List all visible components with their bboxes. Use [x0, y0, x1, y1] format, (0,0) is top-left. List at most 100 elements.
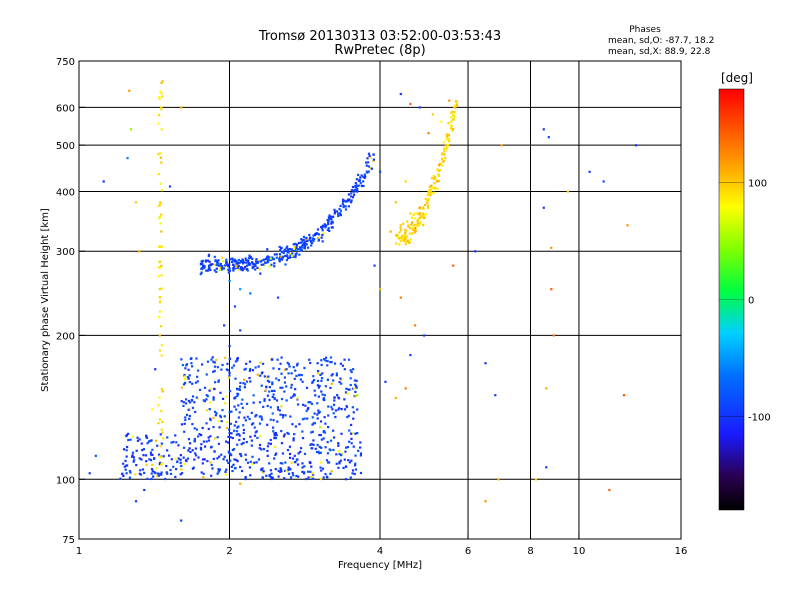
data-point — [350, 442, 353, 445]
data-point — [337, 408, 340, 411]
data-point — [341, 200, 345, 203]
data-point — [206, 459, 209, 463]
data-point — [245, 440, 248, 444]
data-point — [212, 457, 215, 461]
data-point — [295, 252, 298, 255]
data-point — [342, 205, 345, 209]
data-point — [125, 455, 128, 458]
data-point — [276, 408, 280, 411]
data-point — [355, 386, 358, 389]
data-point — [359, 176, 362, 179]
data-point — [242, 261, 246, 264]
data-point — [329, 360, 332, 364]
data-point — [224, 356, 227, 359]
data-point — [154, 439, 157, 442]
data-point — [324, 472, 327, 476]
data-point — [367, 165, 371, 168]
data-point — [448, 99, 451, 102]
data-point — [221, 268, 224, 271]
data-point — [225, 368, 228, 371]
colorbar-tick-label: -100 — [748, 412, 771, 423]
data-point — [409, 212, 412, 215]
data-point — [234, 360, 237, 363]
data-point — [269, 469, 273, 472]
data-point — [209, 435, 212, 438]
data-point — [180, 386, 184, 389]
data-point — [344, 391, 348, 394]
data-point — [134, 473, 137, 476]
data-point — [445, 147, 448, 150]
data-point — [160, 409, 163, 413]
data-point — [329, 386, 332, 389]
data-point — [320, 379, 323, 382]
data-point — [294, 256, 297, 259]
data-point — [447, 134, 450, 137]
data-point — [184, 416, 187, 419]
data-point — [260, 384, 263, 387]
data-point — [157, 245, 161, 248]
data-point — [247, 262, 250, 265]
data-point — [237, 268, 240, 271]
data-point — [266, 394, 269, 397]
data-point — [195, 396, 198, 399]
data-point — [396, 235, 400, 238]
data-point — [160, 473, 163, 476]
data-point — [354, 184, 357, 188]
data-point — [340, 452, 344, 455]
data-point — [354, 454, 357, 457]
data-point — [246, 268, 249, 271]
data-point — [366, 161, 370, 164]
data-point — [278, 258, 281, 261]
data-point — [348, 440, 351, 443]
data-point — [316, 362, 319, 365]
data-point — [142, 454, 145, 457]
data-point — [312, 443, 315, 446]
data-point — [212, 396, 215, 399]
data-point — [224, 473, 227, 476]
data-point — [309, 239, 312, 243]
data-point — [318, 445, 321, 448]
data-point — [354, 186, 357, 189]
data-point — [233, 305, 237, 308]
data-point — [320, 461, 323, 464]
data-point — [226, 420, 229, 424]
data-point — [340, 453, 343, 457]
data-point — [219, 415, 222, 419]
data-point — [130, 455, 134, 458]
data-point — [331, 373, 334, 376]
data-point — [201, 458, 205, 461]
data-point — [346, 200, 349, 203]
data-point — [304, 404, 307, 407]
data-point — [217, 380, 220, 383]
data-point — [338, 407, 341, 410]
data-point — [215, 412, 218, 415]
data-point — [445, 138, 448, 141]
data-point — [322, 398, 325, 401]
data-point — [284, 461, 287, 464]
data-point — [309, 361, 312, 365]
data-point — [348, 429, 351, 432]
data-point — [215, 270, 218, 273]
data-point — [301, 470, 304, 473]
data-point — [244, 265, 247, 269]
data-point — [159, 266, 162, 269]
data-point — [205, 440, 208, 443]
data-point — [332, 436, 336, 439]
data-point — [210, 474, 213, 477]
data-point — [206, 259, 210, 262]
data-point — [335, 374, 338, 377]
data-point — [352, 445, 355, 448]
data-point — [208, 389, 211, 392]
data-point — [272, 419, 275, 422]
data-point — [266, 258, 269, 261]
data-point — [354, 468, 358, 471]
data-point — [205, 422, 208, 425]
data-point — [289, 252, 292, 256]
data-point — [159, 296, 162, 299]
data-point — [340, 407, 343, 411]
data-point — [435, 180, 439, 183]
data-point — [229, 459, 232, 462]
data-point — [350, 432, 353, 435]
data-point — [308, 238, 311, 241]
data-point — [252, 262, 255, 265]
